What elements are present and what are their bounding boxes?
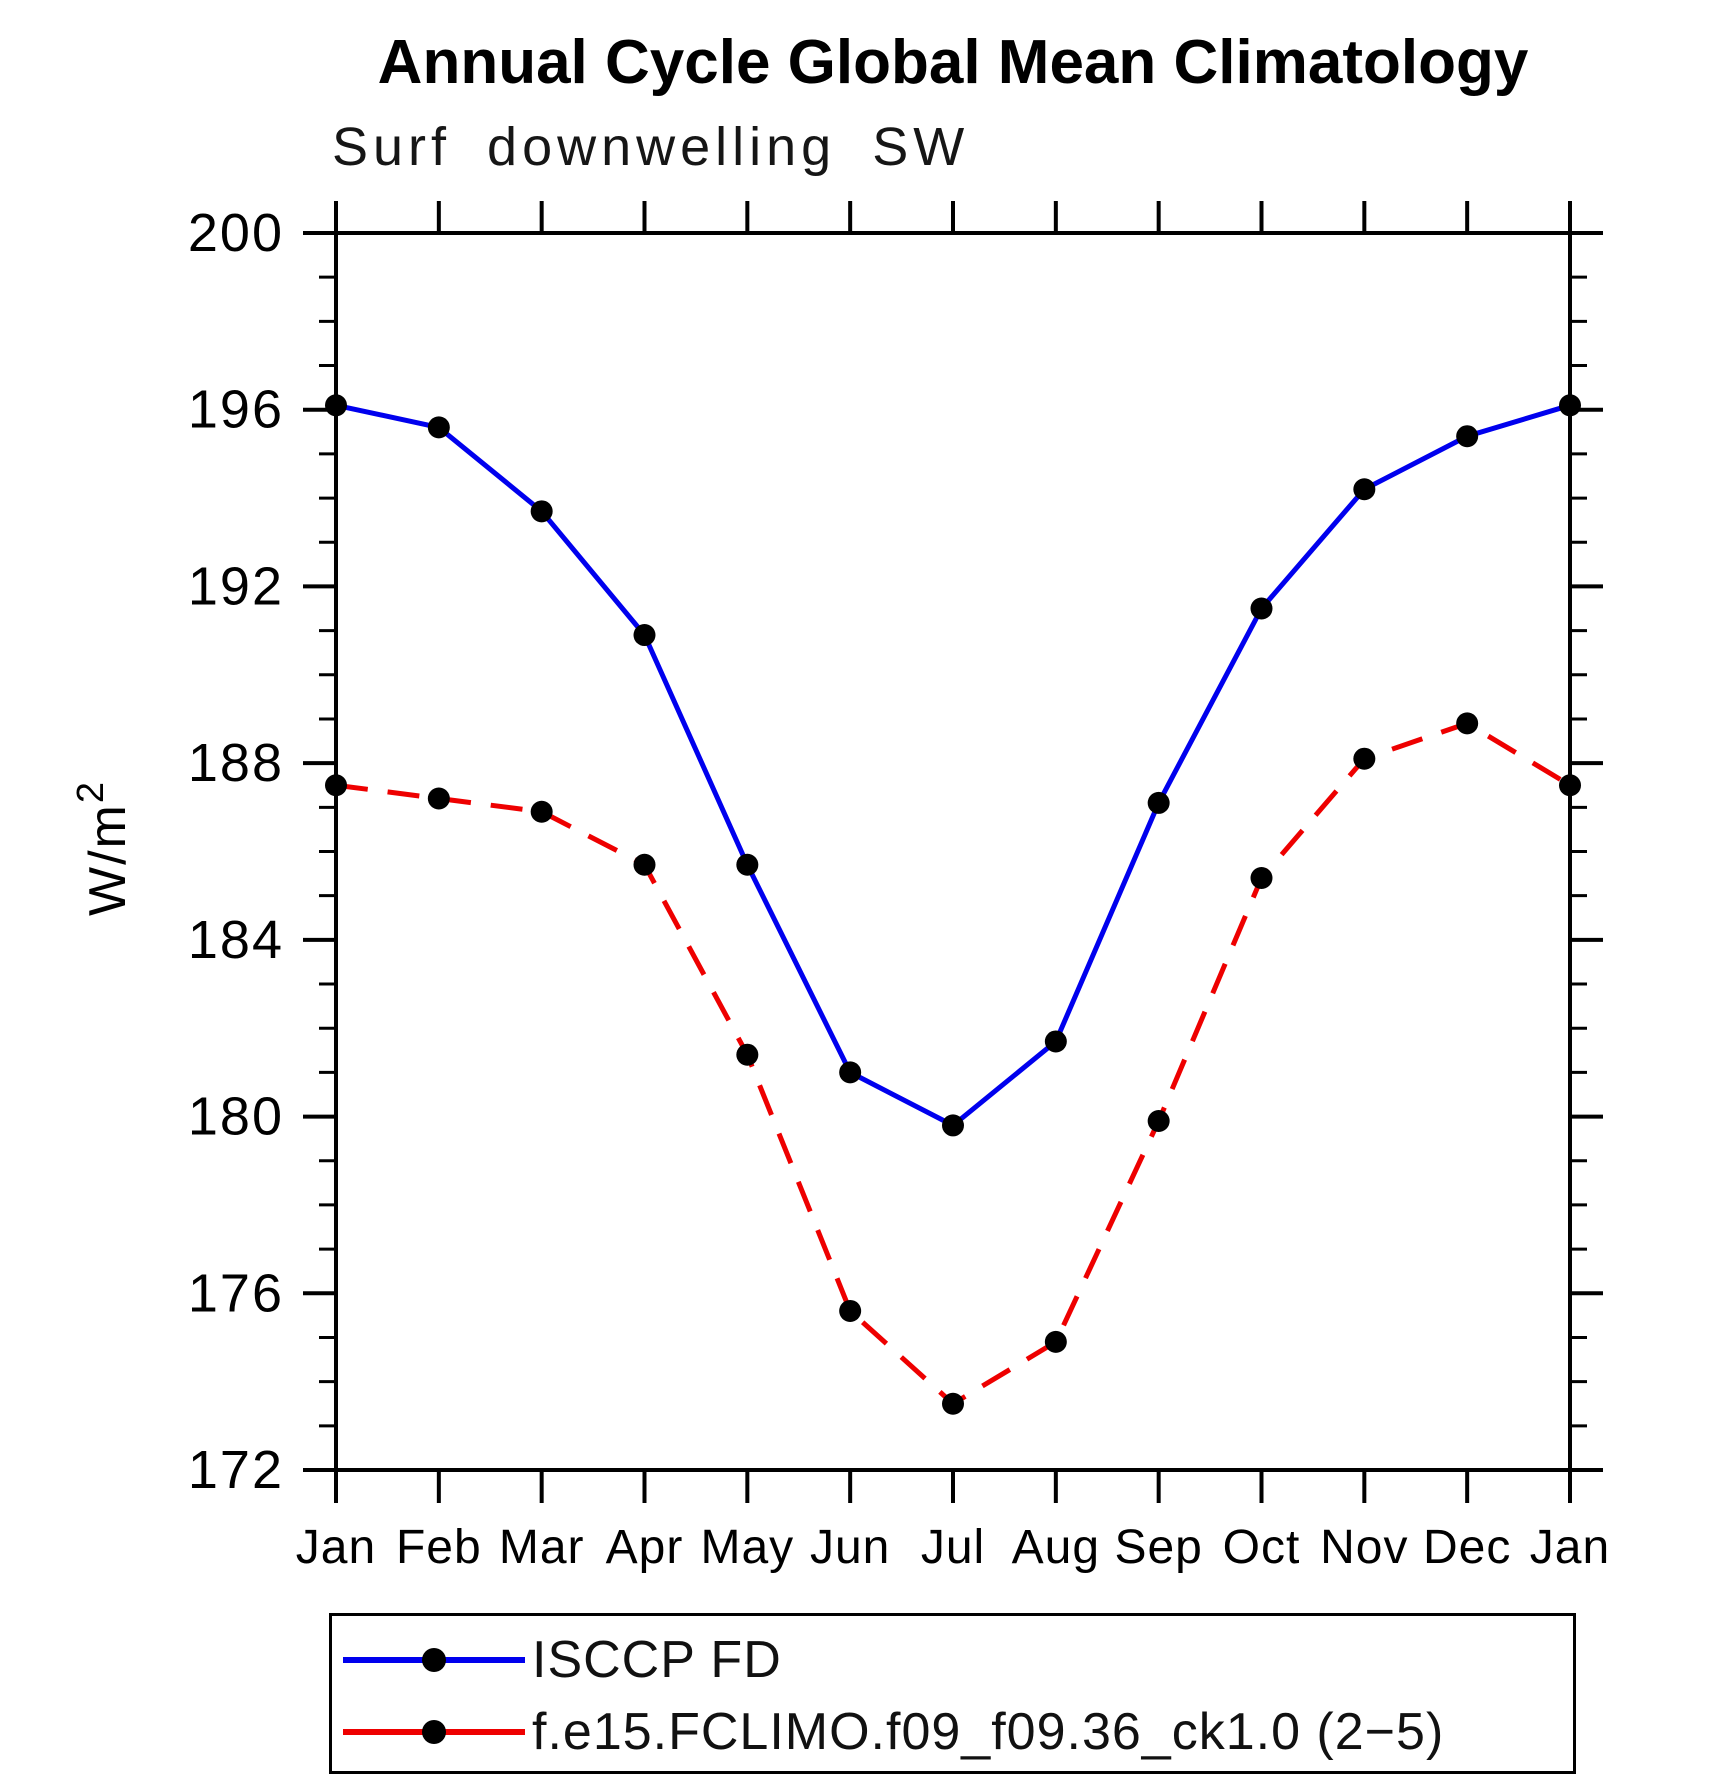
legend-row-isccp: ISCCP FD [337, 1634, 782, 1686]
legend-marker-dot [422, 1720, 446, 1744]
legend-marker-dot [422, 1648, 446, 1672]
x-tick-label: Apr [606, 1521, 684, 1574]
data-point-marker [942, 1392, 964, 1415]
data-point-marker [633, 624, 656, 647]
x-tick-label: Sep [1114, 1521, 1202, 1574]
x-tick-label: Jan [1530, 1521, 1610, 1574]
y-tick-label: 180 [188, 1087, 284, 1147]
y-tick-label: 196 [188, 380, 284, 440]
data-point-marker [325, 394, 347, 417]
data-point-marker [1353, 747, 1376, 770]
x-tick-label: Jan [296, 1521, 376, 1574]
data-point-marker [633, 853, 656, 876]
x-tick-label: Oct [1223, 1521, 1301, 1574]
x-tick-label: Jun [810, 1521, 890, 1574]
data-point-marker [1147, 791, 1170, 814]
chart-title: Annual Cycle Global Mean Climatology [377, 28, 1529, 97]
data-point-marker [1147, 1109, 1170, 1132]
x-tick-label: Feb [396, 1521, 482, 1574]
legend-line-sample-dashed-icon [343, 1720, 525, 1744]
data-point-marker [1044, 1030, 1067, 1053]
data-point-marker [839, 1299, 862, 1322]
y-tick-label: 172 [188, 1440, 284, 1500]
x-tick-label: Nov [1320, 1521, 1408, 1574]
y-tick-label: 192 [188, 556, 284, 616]
data-point-marker [427, 787, 450, 810]
y-axis-label: W/m2 [70, 780, 137, 916]
y-tick-label: 200 [188, 203, 284, 263]
series-line-isccp [335, 402, 1571, 1129]
data-point-marker [1456, 425, 1479, 448]
data-point-marker [736, 1043, 759, 1066]
y-tick-label: 184 [188, 910, 284, 970]
x-tick-label: May [700, 1521, 794, 1574]
series-line-model [335, 720, 1572, 1407]
data-point-marker [839, 1061, 862, 1084]
x-tick-label: Dec [1423, 1521, 1511, 1574]
chart-subtitle: Surf downwelling SW [332, 117, 970, 177]
data-point-marker [1559, 394, 1581, 417]
x-tick-label: Jul [921, 1521, 985, 1574]
data-point-marker [1559, 774, 1581, 797]
legend-label-model: f.e15.FCLIMO.f09_f09.36_ck1.0 (2−5) [532, 1703, 1445, 1761]
data-point-marker [736, 853, 759, 876]
y-tick-label: 188 [188, 733, 284, 793]
legend-line-sample-solid-icon [343, 1648, 525, 1672]
plot-frame [334, 231, 1572, 1472]
data-point-marker [1250, 597, 1273, 620]
legend-row-model: f.e15.FCLIMO.f09_f09.36_ck1.0 (2−5) [337, 1706, 1444, 1758]
data-point-marker [530, 800, 553, 823]
data-point-marker [942, 1114, 964, 1137]
legend-label-isccp: ISCCP FD [532, 1631, 782, 1689]
data-point-marker [530, 500, 553, 523]
x-tick-label: Mar [499, 1521, 585, 1574]
data-point-marker [427, 416, 450, 439]
data-point-marker [1044, 1330, 1067, 1353]
y-tick-label: 176 [188, 1263, 284, 1323]
data-point-marker [1456, 712, 1479, 735]
data-point-marker [1353, 478, 1376, 501]
x-tick-label: Aug [1012, 1521, 1100, 1574]
data-point-marker [1250, 867, 1273, 890]
legend: ISCCP FD f.e15.FCLIMO.f09_f09.36_ck1.0 (… [329, 1613, 1576, 1774]
data-point-marker [325, 774, 347, 797]
